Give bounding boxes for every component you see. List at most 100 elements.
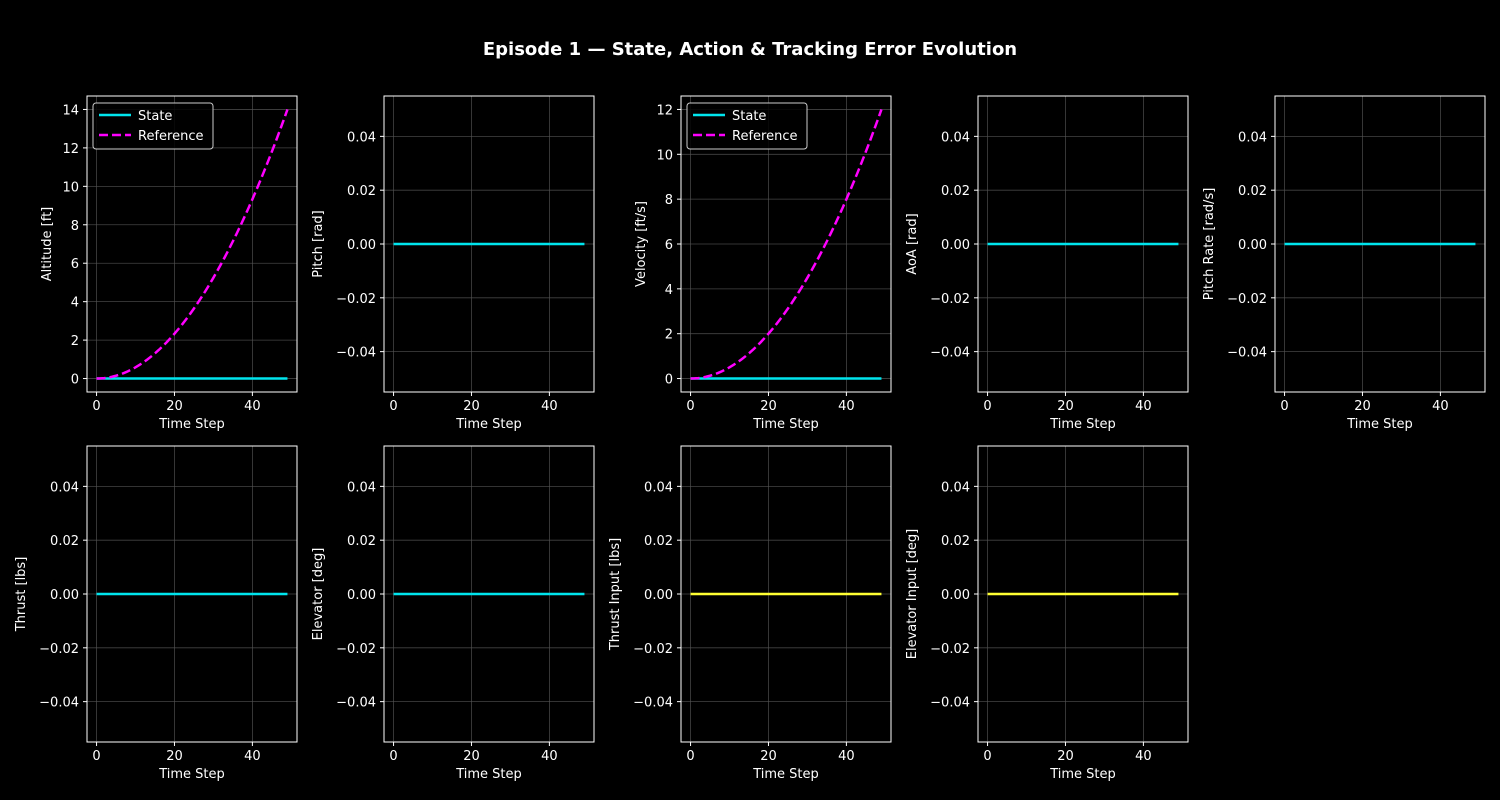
legend: State Reference (92, 102, 214, 150)
y-tick-label: 14 (62, 103, 79, 118)
y-axis-label: Thrust [lbs] (14, 557, 29, 633)
x-tick-label: 20 (1057, 749, 1074, 764)
x-tick-label: 20 (760, 399, 777, 414)
y-tick-label: 0.04 (941, 480, 970, 495)
legend-label: Reference (732, 129, 797, 144)
y-tick-label: 0.00 (644, 588, 673, 603)
y-tick-label: 0.02 (50, 534, 79, 549)
x-tick-label: 0 (92, 749, 100, 764)
y-tick-label: −0.02 (633, 642, 673, 657)
x-tick-label: 40 (541, 749, 558, 764)
subplot: 0 20 40 −0.04 −0.02 0.00 0.02 0.04 Time Step Thru… (608, 445, 892, 782)
y-tick-label: 6 (665, 238, 673, 253)
x-axis-label: Time Step (158, 417, 225, 432)
subplot: 0 20 40 −0.04 −0.02 0.00 0.02 0.04 Time Step Elev… (905, 445, 1189, 782)
y-tick-label: 0 (665, 373, 673, 388)
y-tick-label: 0.00 (941, 238, 970, 253)
x-tick-label: 40 (1135, 399, 1152, 414)
y-tick-label: 0.02 (347, 184, 376, 199)
y-axis-label: Elevator Input [deg] (905, 529, 920, 659)
x-axis-label: Time Step (1049, 767, 1116, 782)
y-axis-label: AoA [rad] (905, 213, 920, 274)
y-tick-label: 0.00 (941, 588, 970, 603)
y-tick-label: 4 (665, 283, 673, 298)
axes-frame (86, 95, 298, 393)
y-tick-label: 10 (62, 180, 79, 195)
y-axis-label: Altitude [ft] (40, 207, 55, 282)
y-tick-label: −0.02 (1227, 292, 1267, 307)
subplot: 0 20 40 0 2 4 6 8 10 12 Time Step Velocity [ft/s] St… (634, 95, 892, 432)
y-tick-label: 0.00 (347, 588, 376, 603)
x-tick-label: 0 (389, 749, 397, 764)
y-tick-label: 0.04 (644, 480, 673, 495)
y-axis-label: Pitch [rad] (311, 210, 326, 278)
y-tick-label: 0.02 (1238, 184, 1267, 199)
x-tick-label: 20 (463, 749, 480, 764)
y-tick-label: −0.02 (336, 292, 376, 307)
y-tick-label: 2 (665, 328, 673, 343)
x-tick-label: 20 (463, 399, 480, 414)
x-axis-label: Time Step (1049, 417, 1116, 432)
y-tick-label: 0.02 (347, 534, 376, 549)
subplot: 0 20 40 −0.04 −0.02 0.00 0.02 0.04 Time Step Elev… (311, 445, 595, 782)
x-axis-label: Time Step (455, 767, 522, 782)
y-tick-label: −0.04 (930, 696, 970, 711)
x-tick-label: 0 (1280, 399, 1288, 414)
y-tick-label: −0.04 (39, 696, 79, 711)
series-line-reference (690, 109, 883, 380)
x-axis-label: Time Step (752, 417, 819, 432)
y-tick-label: 6 (71, 257, 79, 272)
y-tick-label: 8 (71, 219, 79, 234)
y-tick-label: −0.04 (336, 696, 376, 711)
y-tick-label: 2 (71, 334, 79, 349)
y-tick-label: −0.02 (930, 292, 970, 307)
x-tick-label: 20 (166, 749, 183, 764)
x-tick-label: 0 (389, 399, 397, 414)
x-axis-label: Time Step (1346, 417, 1413, 432)
y-tick-label: 4 (71, 296, 79, 311)
x-tick-label: 40 (541, 399, 558, 414)
y-tick-label: −0.02 (39, 642, 79, 657)
subplot: 0 20 40 −0.04 −0.02 0.00 0.02 0.04 Time Step AoA … (905, 95, 1189, 432)
x-tick-label: 20 (1057, 399, 1074, 414)
y-tick-label: 0.00 (1238, 238, 1267, 253)
y-tick-label: 0.02 (941, 184, 970, 199)
y-axis-label: Velocity [ft/s] (634, 201, 649, 287)
y-tick-label: −0.04 (336, 346, 376, 361)
y-tick-label: 0 (71, 373, 79, 388)
y-tick-label: 0.00 (50, 588, 79, 603)
y-tick-label: −0.04 (930, 346, 970, 361)
x-tick-label: 40 (838, 749, 855, 764)
subplot: 0 20 40 −0.04 −0.02 0.00 0.02 0.04 Time Step Pitc… (1202, 95, 1486, 432)
y-tick-label: 8 (665, 193, 673, 208)
x-axis-label: Time Step (158, 767, 225, 782)
y-tick-label: −0.02 (336, 642, 376, 657)
x-tick-label: 40 (244, 749, 261, 764)
y-tick-label: 0.00 (347, 238, 376, 253)
x-tick-label: 0 (686, 399, 694, 414)
series-line-reference (96, 109, 289, 380)
legend-label: State (138, 109, 172, 124)
y-tick-label: 0.04 (941, 130, 970, 145)
subplot: 0 20 40 −0.04 −0.02 0.00 0.02 0.04 Time Step Thru… (14, 445, 298, 782)
y-axis-label: Thrust Input [lbs] (608, 538, 623, 651)
y-tick-label: 10 (656, 148, 673, 163)
y-tick-label: −0.04 (633, 696, 673, 711)
x-axis-label: Time Step (455, 417, 522, 432)
x-tick-label: 0 (92, 399, 100, 414)
y-tick-label: −0.04 (1227, 346, 1267, 361)
y-tick-label: 0.02 (644, 534, 673, 549)
x-tick-label: 40 (838, 399, 855, 414)
subplot: 0 20 40 −0.04 −0.02 0.00 0.02 0.04 Time Step Pitc… (311, 95, 595, 432)
x-tick-label: 40 (1432, 399, 1449, 414)
y-tick-label: 0.04 (347, 130, 376, 145)
legend: State Reference (686, 102, 808, 150)
figure-title: Episode 1 — State, Action & Tracking Err… (483, 39, 1017, 60)
x-tick-label: 0 (983, 399, 991, 414)
x-axis-label: Time Step (752, 767, 819, 782)
x-tick-label: 0 (686, 749, 694, 764)
x-tick-label: 20 (1354, 399, 1371, 414)
x-tick-label: 20 (166, 399, 183, 414)
y-tick-label: 0.04 (50, 480, 79, 495)
